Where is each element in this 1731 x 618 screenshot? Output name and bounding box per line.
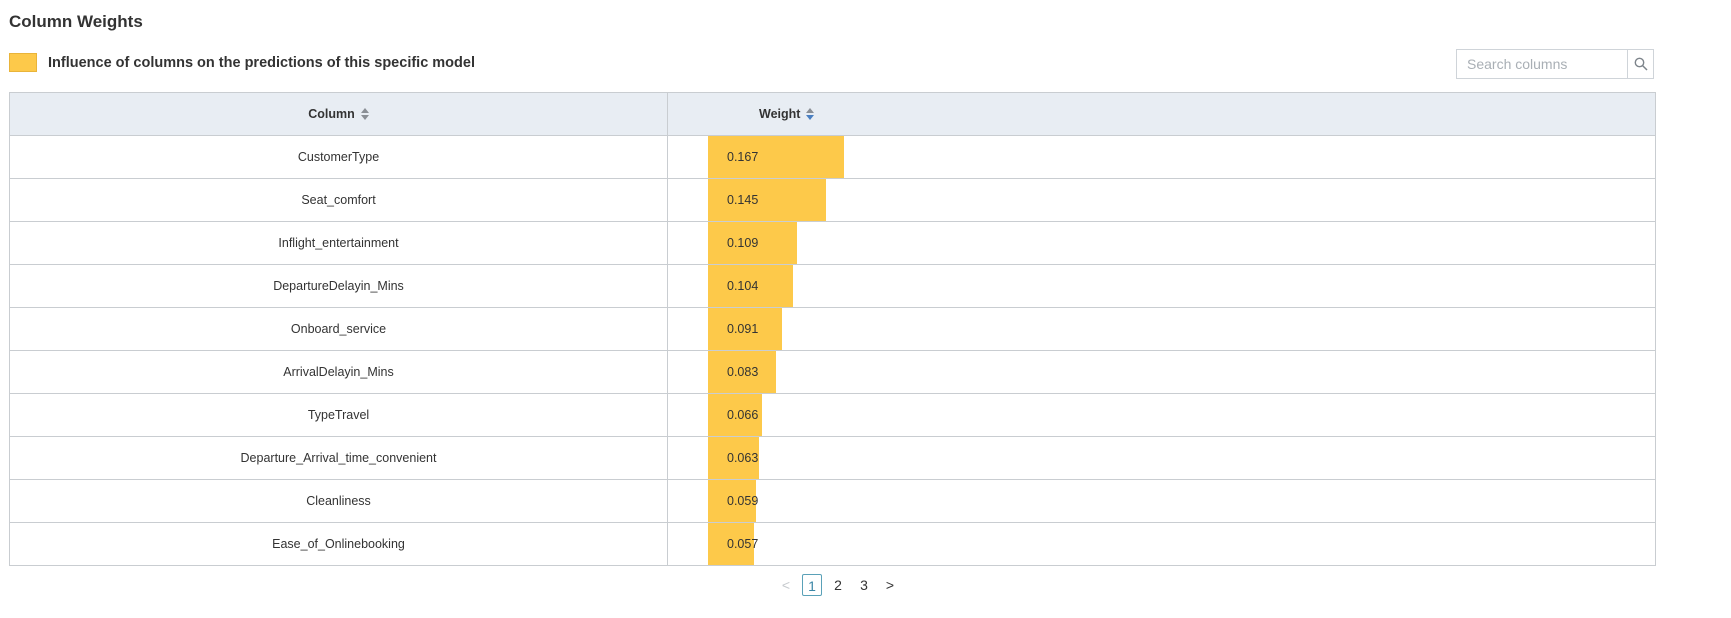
- column-name-cell: Departure_Arrival_time_convenient: [9, 436, 668, 480]
- page-button-1[interactable]: 1: [802, 574, 822, 596]
- weight-bar: [708, 136, 844, 178]
- column-name-cell: Cleanliness: [9, 479, 668, 523]
- table-header-row: Column Weight: [9, 92, 1656, 136]
- column-name-cell: Inflight_entertainment: [9, 221, 668, 265]
- table-row[interactable]: Onboard_service 0.091: [9, 307, 1656, 351]
- weight-bar: [708, 437, 760, 479]
- search-input[interactable]: [1457, 50, 1627, 78]
- table-row[interactable]: Seat_comfort 0.145: [9, 178, 1656, 222]
- column-name-cell: ArrivalDelayin_Mins: [9, 350, 668, 394]
- weight-bar: [708, 179, 827, 221]
- weight-bar: [708, 222, 797, 264]
- search-button[interactable]: [1627, 50, 1653, 78]
- sort-descending-icon[interactable]: [806, 108, 815, 120]
- weight-bar: [708, 265, 793, 307]
- weight-cell: 0.145: [667, 178, 1656, 222]
- prev-page-button[interactable]: <: [781, 577, 791, 593]
- weight-value: 0.066: [727, 408, 759, 422]
- search-icon: [1634, 57, 1648, 71]
- pagination: < 1 2 3 >: [776, 574, 900, 596]
- weight-bar: [708, 351, 776, 393]
- table-row[interactable]: CustomerType 0.167: [9, 135, 1656, 179]
- weight-cell: 0.104: [667, 264, 1656, 308]
- legend-label: Influence of columns on the predictions …: [48, 54, 475, 71]
- page-title: Column Weights: [9, 12, 143, 31]
- table-row[interactable]: ArrivalDelayin_Mins 0.083: [9, 350, 1656, 394]
- column-name-cell: Ease_of_Onlinebooking: [9, 522, 668, 566]
- column-name-cell: TypeTravel: [9, 393, 668, 437]
- weight-header[interactable]: Weight: [667, 92, 1656, 136]
- legend-swatch: [9, 53, 37, 72]
- weight-cell: 0.066: [667, 393, 1656, 437]
- weight-cell: 0.059: [667, 479, 1656, 523]
- legend: Influence of columns on the predictions …: [9, 53, 475, 72]
- weight-cell: 0.167: [667, 135, 1656, 179]
- weight-cell: 0.063: [667, 436, 1656, 480]
- weight-value: 0.091: [727, 322, 759, 336]
- weight-header-label: Weight: [759, 107, 801, 121]
- weight-cell: 0.091: [667, 307, 1656, 351]
- column-name-cell: DepartureDelayin_Mins: [9, 264, 668, 308]
- weight-value: 0.083: [727, 365, 759, 379]
- weight-cell: 0.083: [667, 350, 1656, 394]
- weight-value: 0.167: [727, 150, 759, 164]
- table-row[interactable]: TypeTravel 0.066: [9, 393, 1656, 437]
- column-name-cell: Seat_comfort: [9, 178, 668, 222]
- weight-value: 0.059: [727, 494, 759, 508]
- table-row[interactable]: Cleanliness 0.059: [9, 479, 1656, 523]
- weight-bar: [708, 480, 757, 522]
- weight-value: 0.063: [727, 451, 759, 465]
- weight-bar: [708, 523, 755, 565]
- next-page-button[interactable]: >: [885, 577, 895, 593]
- column-header[interactable]: Column: [9, 92, 668, 136]
- page-button-2[interactable]: 2: [834, 577, 842, 593]
- weight-value: 0.145: [727, 193, 759, 207]
- table-row[interactable]: Inflight_entertainment 0.109: [9, 221, 1656, 265]
- weight-value: 0.109: [727, 236, 759, 250]
- table-row[interactable]: Departure_Arrival_time_convenient 0.063: [9, 436, 1656, 480]
- column-header-label: Column: [308, 107, 355, 121]
- column-name-cell: Onboard_service: [9, 307, 668, 351]
- weight-value: 0.057: [727, 537, 759, 551]
- column-name-cell: CustomerType: [9, 135, 668, 179]
- weight-cell: 0.057: [667, 522, 1656, 566]
- table-row[interactable]: Ease_of_Onlinebooking 0.057: [9, 522, 1656, 566]
- search-box: [1456, 49, 1654, 79]
- column-weights-table: Column Weight CustomerType 0.167 Seat_comf…: [9, 92, 1656, 566]
- weight-cell: 0.109: [667, 221, 1656, 265]
- table-row[interactable]: DepartureDelayin_Mins 0.104: [9, 264, 1656, 308]
- page-button-3[interactable]: 3: [860, 577, 868, 593]
- weight-value: 0.104: [727, 279, 759, 293]
- weight-bar: [708, 394, 762, 436]
- sort-icon[interactable]: [360, 108, 369, 120]
- weight-bar: [708, 308, 783, 350]
